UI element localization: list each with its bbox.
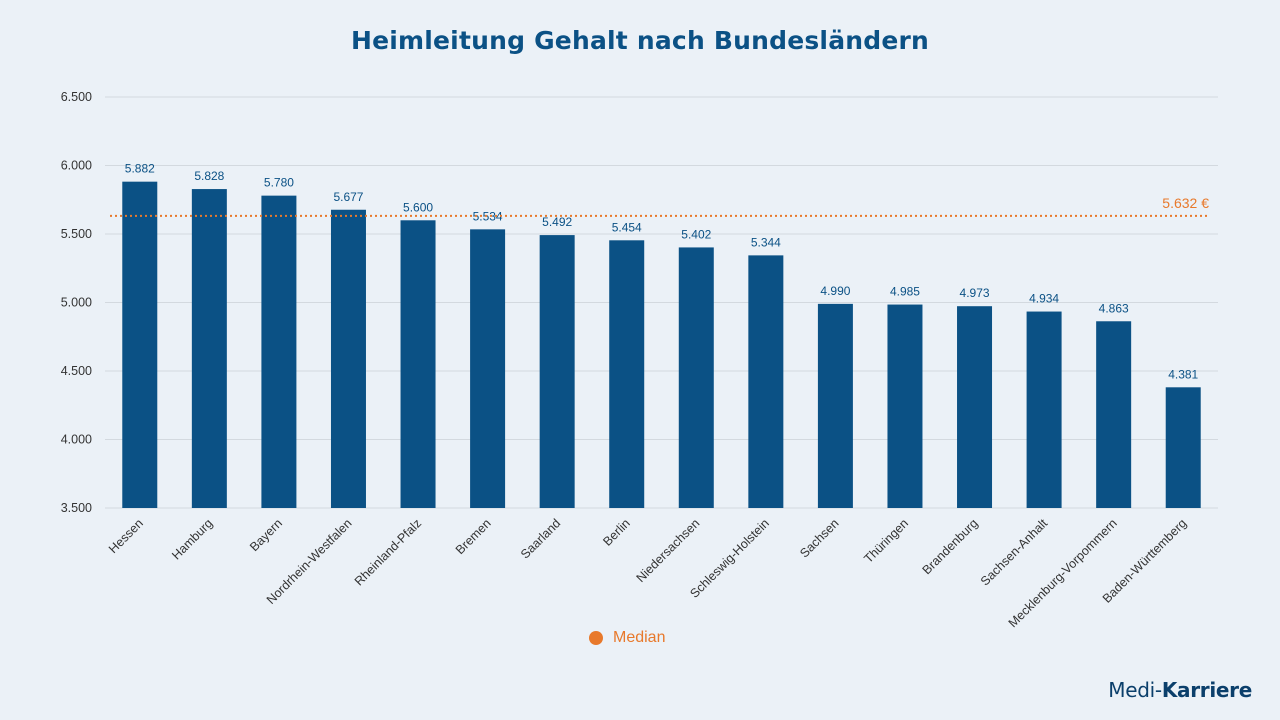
bar-value-label: 5.600 bbox=[403, 200, 433, 214]
chart-title: Heimleitung Gehalt nach Bundesländern bbox=[350, 26, 930, 55]
medi-karriere-logo: Medi-Karriere bbox=[1108, 678, 1252, 702]
bar bbox=[957, 306, 993, 508]
bar bbox=[539, 235, 575, 508]
y-tick-label: 4.000 bbox=[61, 433, 92, 447]
x-tick-label: Hessen bbox=[106, 516, 146, 556]
bar-value-label: 4.381 bbox=[1168, 367, 1198, 381]
logo-part-medi: Medi- bbox=[1108, 678, 1162, 702]
y-tick-label: 6.500 bbox=[61, 90, 92, 104]
bar-value-label: 5.534 bbox=[473, 209, 503, 223]
y-tick-label: 5.000 bbox=[61, 296, 92, 310]
bar-value-label: 5.492 bbox=[542, 215, 572, 229]
y-tick-label: 6.000 bbox=[61, 159, 92, 173]
bar bbox=[400, 220, 436, 509]
y-tick-label: 3.500 bbox=[61, 501, 92, 515]
bar bbox=[261, 195, 297, 508]
x-tick-label: Saarland bbox=[518, 516, 563, 561]
x-tick-label: Bayern bbox=[247, 516, 285, 554]
bar-value-label: 5.344 bbox=[751, 235, 781, 249]
legend-median-marker bbox=[589, 631, 603, 645]
bar bbox=[122, 181, 158, 508]
y-tick-label: 4.500 bbox=[61, 364, 92, 378]
bar-value-label: 4.973 bbox=[960, 286, 990, 300]
bar bbox=[1026, 311, 1062, 508]
y-tick-label: 5.500 bbox=[61, 227, 92, 241]
bar-value-label: 5.454 bbox=[612, 220, 642, 234]
x-tick-label: Schleswig-Holstein bbox=[687, 516, 772, 601]
bar-value-label: 5.882 bbox=[125, 162, 155, 176]
bar-value-label: 5.780 bbox=[264, 176, 294, 190]
bar-value-label: 4.985 bbox=[890, 285, 920, 299]
bar-value-label: 4.934 bbox=[1029, 292, 1059, 306]
x-tick-label: Rheinland-Pfalz bbox=[352, 516, 424, 588]
x-tick-label: Sachsen bbox=[797, 516, 841, 560]
bar bbox=[1165, 387, 1201, 508]
bar bbox=[678, 247, 714, 508]
x-tick-label: Hamburg bbox=[169, 516, 215, 562]
bar bbox=[609, 240, 645, 508]
bar bbox=[887, 304, 923, 508]
x-tick-label: Thüringen bbox=[861, 516, 911, 566]
bar bbox=[330, 209, 366, 508]
bar-value-label: 4.990 bbox=[820, 284, 850, 298]
x-tick-label: Niedersachsen bbox=[634, 516, 703, 585]
legend-median-label: Median bbox=[613, 629, 666, 646]
bar bbox=[817, 303, 853, 508]
bar-value-label: 4.863 bbox=[1099, 301, 1129, 315]
x-tick-label: Bremen bbox=[453, 516, 494, 557]
bar bbox=[470, 229, 506, 509]
x-tick-label: Sachsen-Anhalt bbox=[978, 516, 1051, 589]
bar-value-label: 5.828 bbox=[194, 169, 224, 183]
legend: Median bbox=[589, 629, 665, 647]
bar bbox=[191, 189, 227, 508]
x-tick-label: Brandenburg bbox=[920, 516, 981, 577]
logo-part-karriere: Karriere bbox=[1161, 678, 1252, 702]
median-label: 5.632 € bbox=[1162, 195, 1209, 211]
bar-value-label: 5.402 bbox=[681, 227, 711, 241]
bar bbox=[1096, 321, 1132, 508]
x-tick-label: Berlin bbox=[600, 516, 633, 549]
bar bbox=[748, 255, 784, 508]
bar-value-label: 5.677 bbox=[333, 190, 363, 204]
